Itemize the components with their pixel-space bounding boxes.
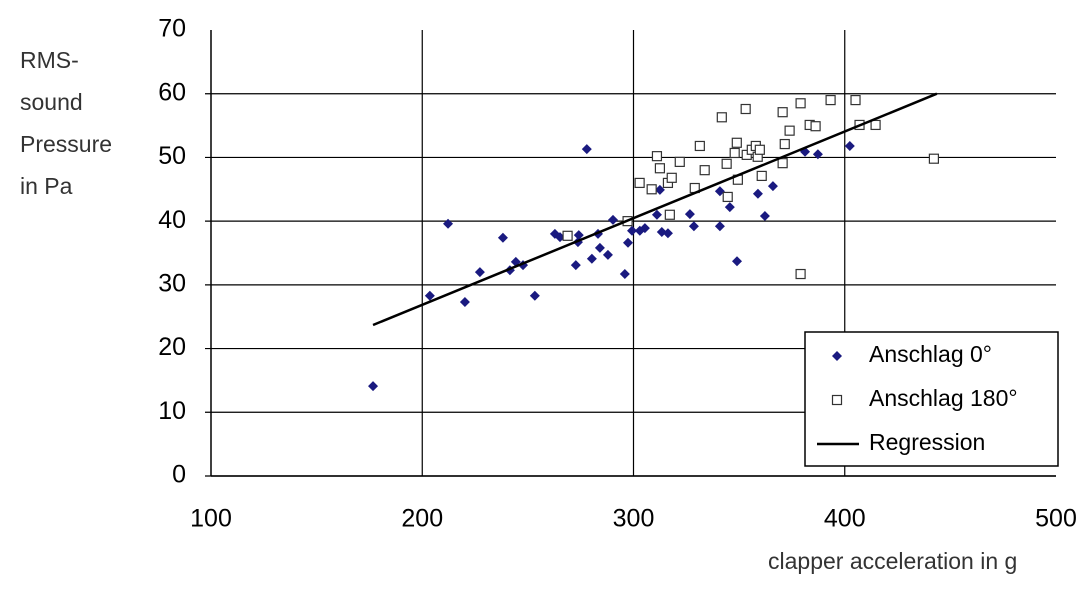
point <box>654 184 665 195</box>
y-axis-label: in Pa <box>20 173 73 199</box>
regression-line <box>372 92 938 327</box>
point <box>666 172 677 183</box>
point <box>586 253 597 264</box>
point <box>651 151 663 162</box>
point <box>731 137 742 148</box>
point <box>714 221 725 232</box>
x-tick-label: 300 <box>613 505 655 533</box>
point <box>795 268 806 280</box>
x-tick-label: 400 <box>824 505 866 533</box>
y-tick-label: 40 <box>158 206 186 234</box>
point <box>825 94 836 106</box>
point <box>784 125 795 136</box>
point <box>740 103 751 115</box>
legend-label: Regression <box>869 429 985 455</box>
point <box>554 232 565 243</box>
y-tick-label: 20 <box>158 333 186 361</box>
point <box>928 153 939 164</box>
point <box>721 158 732 169</box>
point <box>474 267 485 278</box>
point <box>573 230 584 241</box>
point <box>724 202 735 213</box>
y-axis-label: Pressure <box>20 131 112 157</box>
x-tick-label: 500 <box>1035 505 1077 533</box>
point <box>699 165 710 176</box>
y-tick-label: 30 <box>158 269 186 297</box>
point <box>662 228 673 239</box>
point <box>812 149 823 160</box>
point <box>623 237 634 248</box>
legend-label: Anschlag 180° <box>869 385 1018 411</box>
legend-key <box>832 351 842 361</box>
point <box>688 221 699 232</box>
point <box>754 144 765 155</box>
legend-key <box>831 394 843 406</box>
point <box>779 138 790 150</box>
point <box>810 121 821 132</box>
point <box>627 225 638 236</box>
point <box>562 230 573 241</box>
point <box>651 209 662 220</box>
point <box>459 297 470 308</box>
y-tick-label: 10 <box>158 397 186 425</box>
point <box>684 209 695 220</box>
point <box>694 140 705 152</box>
point <box>497 232 508 243</box>
point <box>654 163 666 174</box>
x-axis-label: clapper acceleration in g <box>768 548 1017 574</box>
point <box>424 290 435 301</box>
point <box>664 209 675 220</box>
point <box>529 290 540 301</box>
point <box>646 184 657 195</box>
point <box>608 214 619 225</box>
point <box>767 181 778 192</box>
y-tick-label: 50 <box>158 142 186 170</box>
point <box>752 188 763 199</box>
point <box>716 112 727 123</box>
point <box>639 223 650 234</box>
point <box>729 147 740 159</box>
point <box>756 170 767 182</box>
x-tick-label: 200 <box>401 505 443 533</box>
point <box>581 144 592 155</box>
point <box>795 98 806 109</box>
y-tick-label: 70 <box>158 15 186 43</box>
point <box>777 158 788 169</box>
point <box>443 218 454 229</box>
y-tick-label: 60 <box>158 78 186 106</box>
legend-label: Anschlag 0° <box>869 341 992 367</box>
point <box>732 256 743 267</box>
y-axis-label: sound <box>20 89 83 115</box>
y-tick-label: 0 <box>172 461 186 489</box>
point <box>777 107 788 118</box>
point <box>850 94 861 106</box>
y-axis-label: RMS- <box>20 47 79 73</box>
point <box>619 269 630 280</box>
point <box>759 211 770 222</box>
point <box>368 381 379 392</box>
point <box>634 177 645 189</box>
point <box>674 156 685 167</box>
point <box>594 242 605 253</box>
point <box>602 249 613 260</box>
point <box>722 191 733 203</box>
point <box>714 186 725 197</box>
point <box>570 260 581 271</box>
point <box>870 119 881 131</box>
x-tick-label: 100 <box>190 505 232 533</box>
point <box>844 140 855 151</box>
